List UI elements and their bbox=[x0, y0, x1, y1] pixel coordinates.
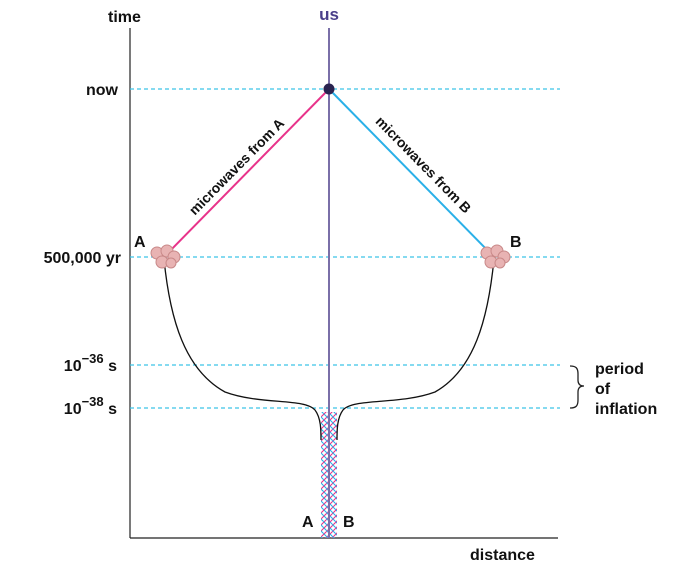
bottom-b-label: B bbox=[343, 514, 355, 531]
us-label: us bbox=[319, 5, 339, 24]
bottom-a-label: A bbox=[302, 514, 314, 531]
point-a-label: A bbox=[134, 234, 146, 251]
t38-label: 10−38 s bbox=[64, 394, 117, 418]
brace-label-line2: of bbox=[595, 381, 611, 398]
blob-b bbox=[480, 244, 511, 269]
worldline-b bbox=[336, 258, 495, 441]
now-label: now bbox=[86, 82, 119, 99]
distance-axis-label: distance bbox=[470, 547, 535, 563]
ray-from-b bbox=[328, 88, 495, 258]
ray-from-a bbox=[163, 88, 330, 258]
recombination-label: 500,000 yr bbox=[44, 250, 121, 267]
blob-a bbox=[150, 244, 181, 269]
point-b-label: B bbox=[510, 234, 522, 251]
ray-b-label: microwaves from B bbox=[373, 113, 475, 216]
observer-dot bbox=[323, 83, 335, 95]
brace-label-line3: inflation bbox=[595, 401, 657, 418]
t36-label: 10−36 s bbox=[64, 351, 117, 375]
brace-label-line1: period bbox=[595, 361, 644, 378]
ray-a-label: microwaves from A bbox=[186, 115, 288, 218]
inflation-brace bbox=[569, 365, 585, 409]
time-axis-label: time bbox=[108, 9, 141, 26]
worldline-a bbox=[163, 258, 322, 441]
